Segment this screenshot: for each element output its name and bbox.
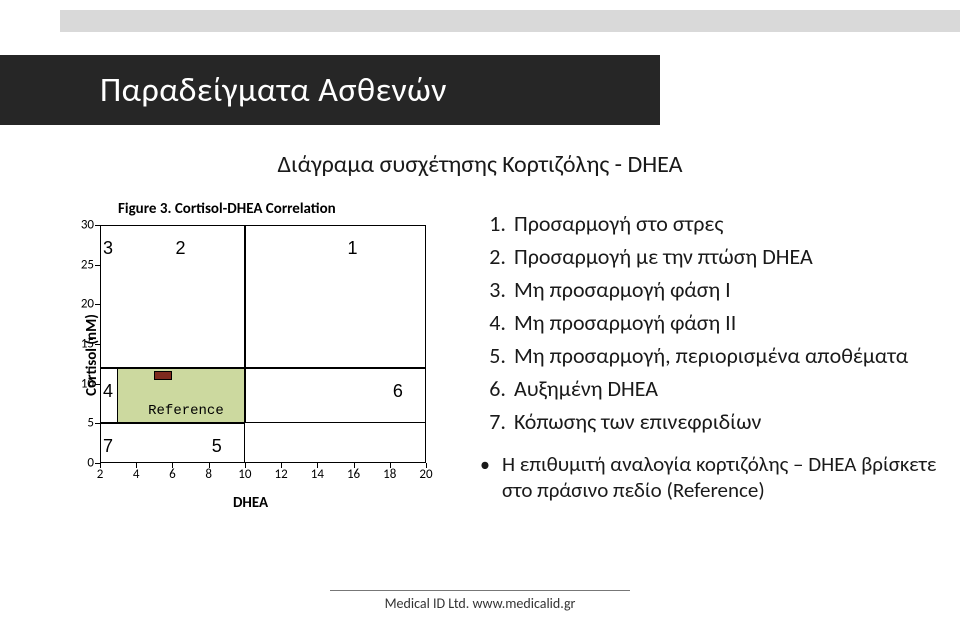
subtitle: Διάγραμα συσχέτησης Κορτιζόλης - DHEA — [0, 150, 960, 179]
footer-text: Medical ID Ltd. www.medicalid.gr — [385, 595, 576, 612]
region-number: 2 — [176, 238, 186, 259]
chart-column: Figure 3. Cortisol-DHEA Correlation Cort… — [0, 190, 470, 560]
region-number: 1 — [348, 238, 358, 259]
content-row: Figure 3. Cortisol-DHEA Correlation Cort… — [0, 190, 960, 560]
legend-item-text: Μη προσαρμογή φάση I — [514, 276, 731, 303]
legend-item: 1. Προσαρμογή στο στρες — [480, 210, 960, 237]
legend-item-number: 1. — [480, 210, 506, 237]
legend-item-text: Μη προσαρμογή, περιορισμένα αποθέματα — [514, 342, 908, 369]
plot-canvas: 0510152025302468101214161820Reference321… — [100, 225, 426, 463]
legend-item-number: 4. — [480, 309, 506, 336]
legend-item-text: Μη προσαρμογή φάση II — [514, 309, 736, 336]
bullet-note: • Η επιθυμιτή αναλογία κορτιζόλης – DHEA… — [480, 451, 960, 503]
legend-item: 3. Μη προσαρμογή φάση I — [480, 276, 960, 303]
footer: Medical ID Ltd. www.medicalid.gr — [0, 590, 960, 612]
legend-item-text: Κόπωσης των επινεφριδίων — [514, 408, 761, 435]
x-axis-label: DHEA — [233, 494, 268, 512]
legend-item-number: 7. — [480, 408, 506, 435]
legend-item: 2. Προσαρμογή με την πτώση DHEA — [480, 243, 960, 270]
legend-item-text: Προσαρμογή με την πτώση DHEA — [514, 243, 813, 270]
figure-title: Figure 3. Cortisol-DHEA Correlation — [118, 200, 336, 218]
footer-divider — [330, 590, 630, 591]
region-outline — [100, 423, 245, 463]
legend-item-number: 5. — [480, 342, 506, 369]
y-axis-label: Cortisol (nM) — [83, 295, 101, 415]
bullet-dot-icon: • — [480, 451, 490, 503]
reference-marker — [154, 371, 172, 380]
chart-box: Figure 3. Cortisol-DHEA Correlation Cort… — [30, 200, 450, 510]
region-number: 5 — [212, 436, 222, 457]
title-band: Παραδείγματα Ασθενών — [0, 55, 660, 125]
region-outline — [100, 225, 245, 368]
legend-item-number: 2. — [480, 243, 506, 270]
region-number: 6 — [393, 381, 403, 402]
legend-item-text: Προσαρμογή στο στρες — [514, 210, 723, 237]
region-outline — [100, 368, 245, 424]
legend-item: 7. Κόπωσης των επινεφριδίων — [480, 408, 960, 435]
legend-item-number: 6. — [480, 375, 506, 402]
legend-item: 6. Αυξημένη DHEA — [480, 375, 960, 402]
legend-item-number: 3. — [480, 276, 506, 303]
region-number: 3 — [103, 238, 113, 259]
region-number: 7 — [103, 436, 113, 457]
legend-list: 1. Προσαρμογή στο στρες 2. Προσαρμογή με τη… — [470, 190, 960, 560]
legend-item: 5. Μη προσαρμογή, περιορισμένα αποθέματα — [480, 342, 960, 369]
decorative-top-bar — [60, 10, 960, 32]
page-title: Παραδείγματα Ασθενών — [100, 70, 447, 111]
legend-item-text: Αυξημένη DHEA — [514, 375, 658, 402]
region-outline — [245, 225, 426, 368]
legend-item: 4. Μη προσαρμογή φάση II — [480, 309, 960, 336]
plot-area: 0510152025302468101214161820Reference321… — [100, 225, 426, 463]
region-number: 4 — [103, 381, 113, 402]
bullet-text: Η επιθυμιτή αναλογία κορτιζόλης – DHEA β… — [502, 451, 960, 503]
